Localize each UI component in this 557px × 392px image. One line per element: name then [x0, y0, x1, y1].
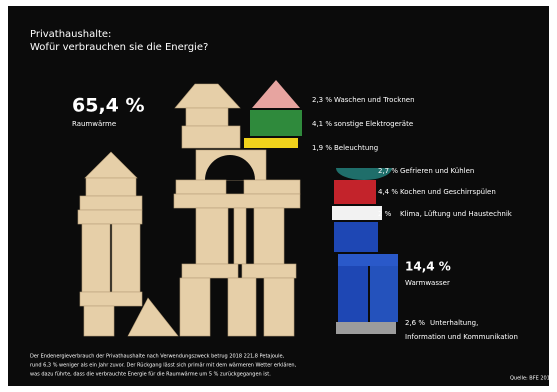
small-labels: 2,3 % Waschen und Trocknen 4,1 % sonstige E…	[312, 96, 513, 218]
label: sonstige Elektrogeräte	[334, 120, 413, 128]
label: Gefrieren und Kühlen	[400, 167, 474, 175]
source: Quelle: BFE 2019	[510, 376, 553, 382]
label: Klima, Lüftung und Haustechnik	[400, 210, 513, 218]
value: 2,7 %	[378, 167, 398, 175]
label: Beleuchtung	[334, 144, 378, 152]
footer: Der Endenergieverbrauch der Privathausha…	[30, 354, 285, 360]
value: 65,4 %	[72, 95, 145, 117]
value: 2,3 %	[312, 96, 332, 104]
footer: rund 6,3 % weniger als ein Jahr zuvor. D…	[30, 363, 297, 369]
label: Unterhaltung,	[430, 319, 478, 327]
title: Privathaushalte:	[30, 29, 111, 40]
value: 14,4 %	[405, 260, 451, 274]
value: 2,6 %	[405, 319, 425, 327]
label: Information und Kommunikation	[405, 333, 518, 341]
value: 4,1 %	[312, 120, 332, 128]
value: 2 %	[378, 210, 392, 218]
label: Kochen und Geschirrspülen	[400, 188, 496, 196]
value: 4,4 %	[378, 188, 398, 196]
blocks	[77, 80, 398, 337]
title: Wofür verbrauchen sie die Energie?	[30, 42, 208, 53]
label: Waschen und Trocknen	[334, 96, 415, 104]
footer: was dazu führte, dass die verbrauchte En…	[30, 372, 271, 378]
label: Warmwasser	[405, 279, 450, 287]
label: Raumwärme	[72, 120, 116, 128]
value: 1,9 %	[312, 144, 332, 152]
